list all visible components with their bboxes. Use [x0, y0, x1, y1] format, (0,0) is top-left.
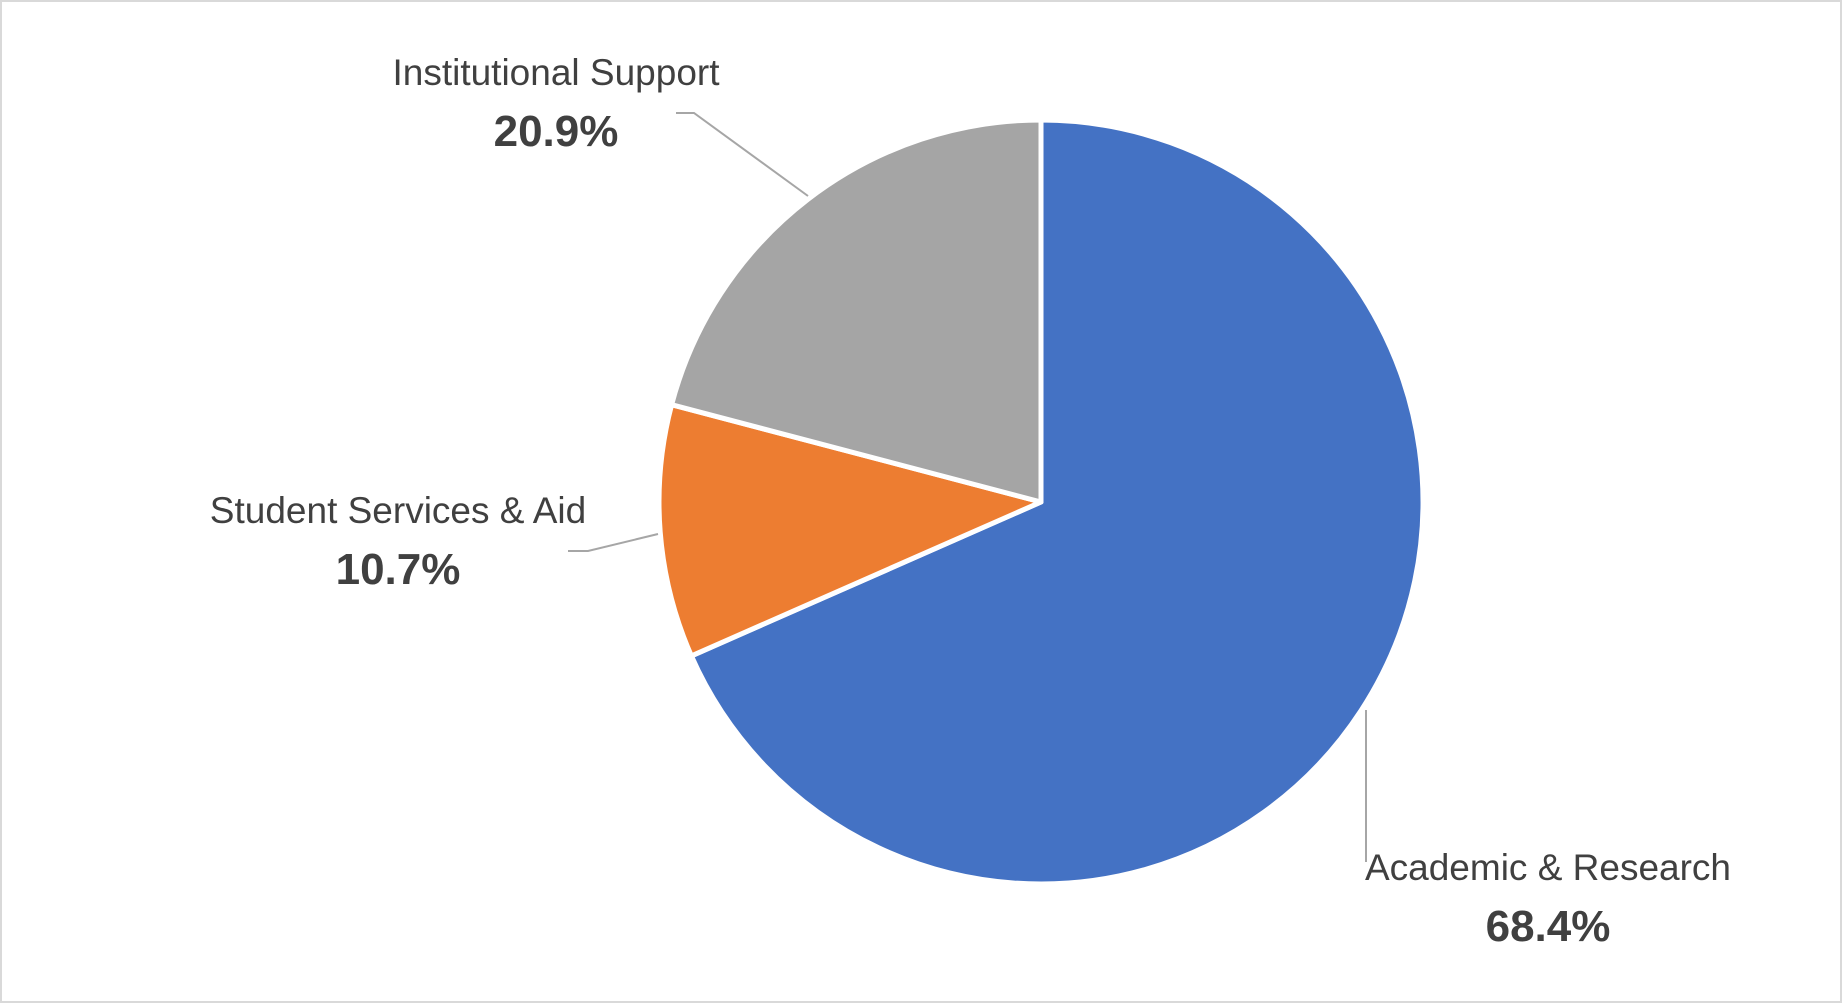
data-label-academic-research: Academic & Research 68.4%	[1365, 847, 1731, 951]
pie-slices	[656, 117, 1426, 887]
leader-line-institutional-support	[676, 112, 809, 197]
data-label-student-services-aid: Student Services & Aid 10.7%	[210, 490, 586, 594]
pie-slice-academic-research	[688, 117, 1426, 887]
leader-lines	[568, 112, 1367, 862]
slice-value-student-services-aid: 10.7%	[336, 545, 461, 594]
slice-value-academic-research: 68.4%	[1486, 902, 1611, 951]
leader-line-student-services-aid	[568, 533, 659, 552]
slice-label-academic-research: Academic & Research	[1365, 847, 1731, 888]
pie-slice-institutional-support	[669, 117, 1044, 505]
pie-slice-student-services-aid	[656, 402, 1044, 659]
slice-value-institutional-support: 20.9%	[494, 107, 619, 156]
data-label-institutional-support: Institutional Support 20.9%	[392, 52, 720, 156]
slice-label-student-services-aid: Student Services & Aid	[210, 490, 586, 531]
slice-label-institutional-support: Institutional Support	[392, 52, 720, 93]
